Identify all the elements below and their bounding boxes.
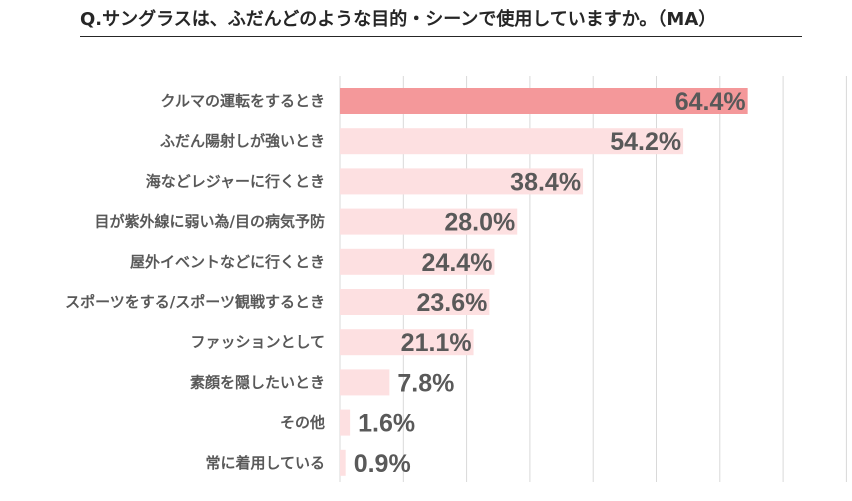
category-label: 海などレジャーに行くとき — [146, 172, 325, 190]
category-label: ファッションとして — [190, 333, 325, 351]
value-labels: 64.4% 54.2% 38.4% 28.0% 24.4% 23.6% 21.1% 7.8% 1… — [354, 88, 746, 478]
bar — [340, 248, 495, 275]
value-label: 7.8% — [397, 369, 454, 397]
bar — [340, 208, 518, 235]
bar — [340, 88, 748, 114]
category-labels: クルマの運転をするときふだん陽射しが強いとき海などレジャーに行くとき目が紫外線に… — [65, 92, 325, 472]
category-label: クルマの運転をするとき — [160, 92, 325, 110]
value-label: 28.0% — [444, 209, 515, 237]
bar — [340, 289, 490, 315]
value-label: 1.6% — [358, 410, 415, 438]
chart-title: Q.サングラスは、ふだんどのような目的・シーンで使用していますか。（MA） — [80, 8, 802, 37]
category-label: 屋外イベントなどに行くとき — [130, 253, 325, 271]
category-label: スポーツをする/スポーツ観戦するとき — [65, 293, 325, 311]
value-label: 64.4% — [675, 88, 746, 116]
value-label: 23.6% — [416, 289, 487, 317]
value-label: 0.9% — [354, 450, 411, 478]
bar — [340, 449, 346, 476]
bar — [340, 369, 390, 396]
value-label: 21.1% — [401, 329, 472, 357]
bar — [340, 168, 584, 195]
category-label: 目が紫外線に弱い為/目の病気予防 — [95, 213, 325, 231]
category-label: 常に着用している — [205, 454, 325, 472]
value-label: 38.4% — [510, 168, 581, 196]
bars — [340, 88, 748, 476]
category-label: 素顔を隠したいとき — [190, 373, 325, 391]
bar — [340, 128, 684, 155]
value-label: 24.4% — [422, 249, 493, 277]
value-label: 54.2% — [610, 128, 681, 156]
category-label: その他 — [280, 414, 325, 432]
bar — [340, 329, 474, 356]
category-label: ふだん陽射しが強いとき — [160, 132, 325, 150]
bar — [340, 409, 351, 436]
